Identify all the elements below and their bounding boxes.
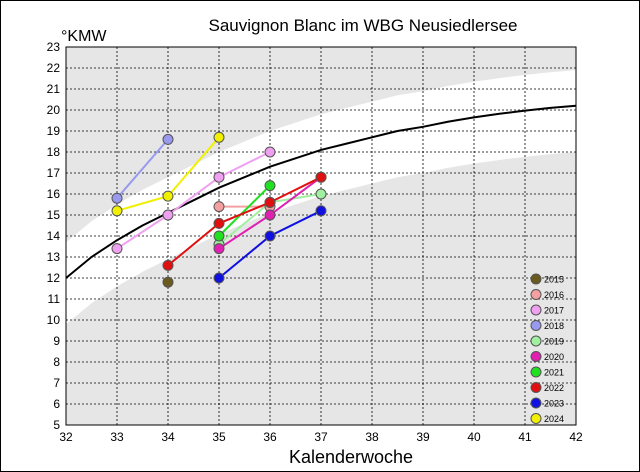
data-point-2020	[264, 209, 276, 221]
legend-marker-2023	[530, 397, 542, 409]
y-tick-label: 17	[47, 166, 61, 180]
x-tick-label: 34	[161, 430, 175, 444]
y-axis-label: °KMW	[61, 28, 107, 45]
data-point-2021	[213, 230, 225, 242]
series-line-2018	[116, 138, 169, 199]
x-tick-label: 33	[110, 430, 124, 444]
reference-curve	[66, 104, 576, 279]
data-point-2017	[111, 243, 123, 255]
legend: 2015 2016 2017 2018 2019 2020 2021 2022 2023 2024	[530, 273, 564, 424]
x-tick-label: 38	[365, 430, 379, 444]
y-tick-label: 23	[47, 40, 61, 54]
series-line-2021	[218, 184, 271, 237]
x-tick-label: 42	[569, 430, 583, 444]
x-tick-label: 41	[518, 430, 532, 444]
data-point-2024	[111, 205, 123, 217]
data-point-2015	[162, 276, 174, 288]
series-line-2022	[167, 176, 322, 267]
data-point-2018	[111, 192, 123, 204]
y-tick-label: 6	[53, 397, 60, 411]
y-tick-label: 14	[47, 229, 61, 243]
data-point-2017	[213, 171, 225, 183]
legend-label-2016: 2016	[544, 290, 564, 300]
y-tick-label: 10	[47, 313, 61, 327]
x-tick-label: 35	[212, 430, 226, 444]
legend-label-2017: 2017	[544, 306, 564, 316]
band-center	[66, 86, 576, 279]
legend-marker-2020	[530, 351, 542, 362]
x-axis-label: Kalenderwoche	[289, 447, 413, 467]
legend-label-2023: 2023	[544, 399, 564, 409]
data-point-2023	[315, 205, 327, 217]
y-tick-label: 9	[53, 334, 60, 348]
y-tick-label: 18	[47, 145, 61, 159]
y-tick-label: 20	[47, 103, 61, 117]
legend-marker-2019	[530, 335, 542, 347]
legend-label-2021: 2021	[544, 368, 564, 378]
data-point-2023	[213, 272, 225, 284]
y-tick-label: 21	[47, 82, 61, 96]
y-tick-label: 8	[53, 355, 60, 369]
legend-label-2015: 2015	[544, 275, 564, 285]
band-1	[66, 86, 576, 297]
series-group	[111, 131, 327, 288]
legend-marker-2018	[530, 320, 542, 331]
data-point-2022	[264, 196, 276, 208]
data-point-2019	[315, 188, 327, 200]
legend-marker-2016	[530, 289, 542, 300]
series-line-2017	[116, 151, 271, 250]
y-tick-labels: 5 6 7 8 9 10 11 12 13 14 15 16 17 18 19 20 21 22 23	[47, 40, 61, 432]
data-point-2016	[213, 201, 225, 213]
chart-title: Sauvignon Blanc im WBG Neusiedlersee	[209, 16, 518, 35]
data-point-2017	[162, 209, 174, 221]
data-point-2023	[264, 230, 276, 242]
legend-label-2024: 2024	[544, 414, 564, 424]
y-tick-label: 11	[48, 292, 61, 306]
data-point-2017	[264, 146, 276, 158]
data-point-2024	[162, 190, 174, 202]
data-point-2020	[213, 243, 225, 255]
legend-marker-2024	[530, 413, 542, 424]
x-tick-label: 39	[416, 430, 430, 444]
y-tick-label: 5	[53, 418, 60, 432]
x-tick-labels: 32 33 34 35 36 37 38 39 40 41 42	[59, 430, 583, 444]
y-tick-label: 13	[47, 250, 61, 264]
x-tick-label: 40	[467, 430, 481, 444]
data-point-2018	[162, 133, 174, 145]
y-tick-label: 12	[47, 271, 61, 285]
legend-marker-2022	[530, 382, 542, 393]
y-tick-label: 15	[47, 208, 61, 222]
plot-border	[65, 46, 577, 426]
y-tick-label: 19	[47, 124, 61, 138]
legend-marker-2015	[530, 273, 542, 285]
legend-label-2018: 2018	[544, 321, 564, 331]
y-tick-label: 22	[47, 61, 61, 75]
x-tick-label: 36	[263, 430, 277, 444]
x-tick-label: 32	[59, 430, 73, 444]
reference-curve-group	[66, 104, 576, 279]
legend-label-2019: 2019	[544, 337, 564, 347]
legend-marker-2017	[530, 304, 542, 316]
y-tick-label: 7	[53, 376, 60, 390]
y-tick-label: 16	[47, 187, 61, 201]
legend-marker-2021	[530, 366, 542, 378]
data-point-2024	[213, 131, 225, 143]
data-point-2022	[162, 259, 174, 271]
data-point-2022	[213, 217, 225, 229]
data-point-2022	[315, 171, 327, 183]
data-point-2021	[264, 180, 276, 192]
legend-label-2022: 2022	[544, 383, 564, 393]
x-tick-label: 37	[314, 430, 328, 444]
legend-label-2020: 2020	[544, 352, 564, 362]
